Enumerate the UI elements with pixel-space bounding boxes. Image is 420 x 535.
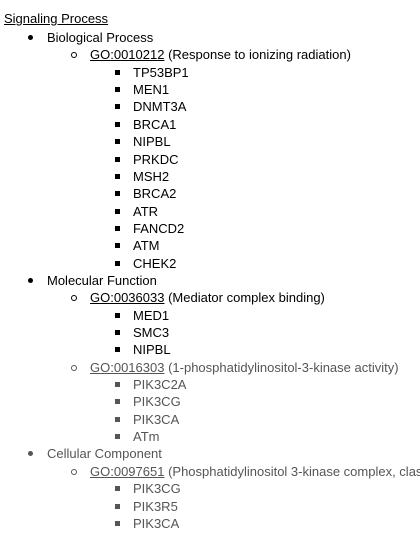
bullet-square-icon [111, 498, 125, 515]
gene-label: PRKDC [133, 151, 179, 167]
bullet-square-icon [111, 480, 125, 497]
gene-label: BRCA1 [133, 116, 177, 132]
bullet-square-icon [111, 151, 125, 168]
bullet-square-icon [111, 185, 125, 202]
bullet-square-icon [111, 168, 125, 185]
bullet-square-icon [111, 324, 125, 341]
bullet-square-icon [111, 376, 125, 393]
go-term-label: GO:0036033 (Mediator complex binding) [90, 289, 325, 306]
bullet-square-icon [111, 116, 125, 133]
bullet-square-icon [111, 515, 125, 532]
gene-label: ATm [133, 429, 160, 445]
go-term-label: GO:0016303 (1-phosphatidylinositol-3-kin… [90, 359, 399, 376]
bullet-dot-icon [24, 272, 38, 289]
gene-label: PIK3R5 [133, 498, 178, 514]
gene-label: NIPBL [133, 134, 171, 150]
bullet-circle-icon [67, 46, 81, 63]
go-term-description: (1-phosphatidylinositol-3-kinase activit… [168, 359, 399, 375]
gene-label: TP53BP1 [133, 64, 189, 80]
bullet-square-icon [111, 81, 125, 98]
gene-label: NIPBL [133, 342, 171, 358]
gene-label: PIK3CA [133, 411, 180, 427]
section-label: Molecular Function [47, 272, 157, 288]
go-term-description: (Phosphatidylinositol 3-kinase complex, … [168, 463, 420, 479]
go-id-link[interactable]: GO:0016303 [90, 359, 165, 375]
bullet-square-icon [111, 393, 125, 410]
gene-label: SMC3 [133, 325, 170, 340]
bullet-circle-icon [67, 289, 81, 306]
gene-label: PIK3CA [133, 515, 180, 531]
gene-label: FANCD2 [133, 220, 185, 236]
bullet-square-icon [111, 341, 125, 358]
go-term-description: (Mediator complex binding) [168, 290, 325, 306]
bullet-square-icon [111, 64, 125, 81]
gene-label: BRCA2 [133, 186, 177, 202]
go-term-label: GO:0097651 (Phosphatidylinositol 3-kinas… [90, 463, 420, 480]
go-id-link[interactable]: GO:0097651 [90, 463, 165, 479]
gene-label: MED1 [133, 307, 170, 323]
gene-label: DNMT3A [133, 99, 187, 115]
bullet-dot-icon [24, 29, 38, 46]
bullet-square-icon [111, 411, 125, 428]
go-term-description: (Response to ionizing radiation) [168, 47, 351, 63]
document-title: Signaling Process [4, 11, 109, 26]
go-id-link[interactable]: GO:0010212 [90, 47, 165, 63]
gene-label: ATR [133, 203, 159, 219]
bullet-square-icon [111, 307, 125, 324]
bullet-square-icon [111, 220, 125, 237]
bullet-square-icon [111, 428, 125, 445]
bullet-dot-icon [24, 445, 38, 462]
bullet-square-icon [111, 237, 125, 254]
gene-label: PIK3CG [133, 481, 181, 497]
gene-label: PIK3C2A [133, 377, 187, 392]
bullet-square-icon [111, 98, 125, 115]
gene-label: CHEK2 [133, 255, 177, 271]
bullet-circle-icon [67, 463, 81, 480]
go-id-link[interactable]: GO:0036033 [90, 290, 165, 306]
gene-label: MEN1 [133, 82, 170, 98]
gene-label: MSH2 [133, 168, 170, 184]
bullet-square-icon [111, 203, 125, 220]
gene-label: PIK3CG [133, 394, 181, 410]
bullet-square-icon [111, 255, 125, 272]
section-label: Biological Process [47, 30, 154, 45]
section-label: Cellular Component [47, 446, 162, 462]
bullet-square-icon [111, 133, 125, 150]
bullet-circle-icon [67, 359, 81, 376]
gene-label: ATM [133, 238, 160, 254]
go-term-label: GO:0010212 (Response to ionizing radiati… [90, 46, 351, 63]
